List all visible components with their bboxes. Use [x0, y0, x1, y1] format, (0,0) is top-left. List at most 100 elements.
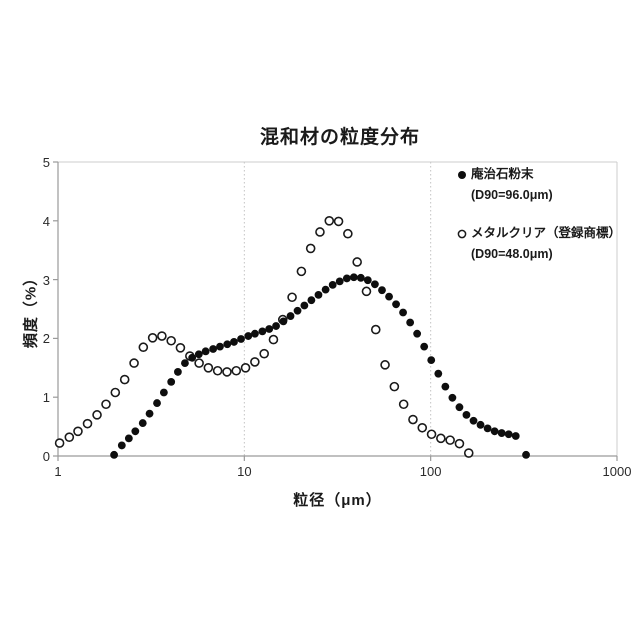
- data-point-filled: [110, 450, 118, 459]
- data-point-filled: [522, 450, 530, 459]
- data-point-filled: [117, 441, 126, 450]
- data-point-filled: [181, 359, 189, 367]
- data-point-filled: [194, 350, 203, 359]
- data-point-open: [119, 374, 130, 385]
- y-tick-label: 0: [42, 449, 50, 464]
- data-point-filled: [462, 410, 471, 419]
- data-point-open: [408, 414, 418, 425]
- data-point-open: [389, 381, 400, 392]
- data-point-open: [454, 438, 465, 449]
- data-point-filled: [490, 427, 499, 436]
- data-point-open: [268, 334, 279, 345]
- legend-entry-anjiishi: 庵治石粉末 (D90=96.0μm): [455, 164, 553, 206]
- legend-series-d90: (D90=96.0μm): [471, 188, 553, 202]
- data-point-open: [343, 228, 353, 239]
- open-circle-icon: [457, 229, 467, 239]
- data-point-open: [240, 362, 251, 373]
- data-point-filled: [188, 353, 197, 362]
- data-point-open: [54, 438, 65, 448]
- x-axis-label: 粒径（μm）: [293, 492, 382, 509]
- data-point-filled: [497, 429, 506, 437]
- data-point-filled: [307, 296, 316, 305]
- data-point-filled: [159, 388, 168, 397]
- data-point-open: [324, 216, 335, 226]
- data-point-open: [157, 331, 167, 341]
- data-point-filled: [293, 306, 302, 315]
- data-point-filled: [258, 327, 267, 336]
- chart-title: 混和材の粒度分布: [259, 127, 420, 148]
- data-point-open: [380, 360, 390, 370]
- data-point-open: [110, 387, 121, 398]
- y-tick-label: 2: [42, 331, 50, 347]
- data-point-open: [370, 324, 381, 335]
- data-point-open: [147, 333, 158, 343]
- data-point-open: [315, 227, 325, 237]
- data-point-filled: [265, 325, 274, 333]
- data-point-open: [398, 399, 409, 410]
- data-point-filled: [335, 277, 344, 286]
- data-point-filled: [434, 369, 443, 378]
- data-point-open: [296, 266, 307, 277]
- y-tick-label: 5: [42, 155, 50, 170]
- data-point-filled: [448, 393, 457, 402]
- data-point-open: [129, 358, 139, 368]
- data-point-filled: [138, 419, 147, 427]
- data-point-open: [64, 432, 75, 442]
- data-point-filled: [378, 286, 386, 295]
- data-point-filled: [469, 416, 478, 425]
- data-point-filled: [230, 338, 238, 346]
- data-point-filled: [223, 340, 232, 349]
- data-point-filled: [201, 347, 210, 356]
- data-point-open: [259, 348, 269, 359]
- data-point-open: [194, 358, 204, 368]
- data-point-open: [361, 286, 372, 297]
- data-point-filled: [167, 378, 176, 386]
- data-point-filled: [356, 273, 365, 282]
- data-point-open: [203, 362, 214, 373]
- data-point-open: [305, 243, 316, 254]
- data-point-filled: [300, 301, 309, 310]
- x-tick-label: 100: [419, 464, 442, 479]
- data-point-open: [436, 433, 446, 444]
- data-point-open: [166, 335, 176, 346]
- data-point-filled: [455, 403, 464, 412]
- data-point-open: [222, 367, 232, 377]
- legend-text: メタルクリア（登録商標） (D90=48.0μm): [471, 223, 621, 265]
- x-tick-label: 10: [237, 464, 252, 479]
- data-point-filled: [349, 273, 358, 282]
- data-point-filled: [251, 329, 259, 338]
- legend-series-name: メタルクリア（登録商標）: [471, 226, 622, 240]
- x-tick-label: 1000: [602, 464, 632, 479]
- data-point-filled: [385, 292, 393, 301]
- data-point-filled: [124, 434, 133, 443]
- data-point-filled: [504, 430, 513, 439]
- data-point-filled: [153, 399, 161, 407]
- data-point-filled: [363, 276, 372, 285]
- data-point-filled: [209, 345, 218, 353]
- data-point-open: [352, 257, 362, 267]
- data-point-filled: [370, 280, 379, 289]
- data-point-filled: [399, 308, 407, 317]
- data-point-filled: [272, 322, 280, 330]
- data-point-filled: [314, 290, 323, 299]
- data-point-open: [101, 399, 111, 410]
- data-point-filled: [321, 285, 330, 294]
- data-point-filled: [173, 368, 182, 376]
- y-tick-label: 1: [42, 390, 50, 406]
- data-point-filled: [483, 424, 492, 433]
- filled-circle-icon: [458, 171, 466, 179]
- data-point-filled: [131, 427, 140, 436]
- data-point-filled: [476, 420, 485, 429]
- data-point-filled: [328, 280, 337, 289]
- data-point-open: [231, 365, 242, 376]
- data-point-filled: [216, 342, 224, 351]
- data-point-open: [417, 422, 428, 433]
- data-point-filled: [342, 274, 351, 283]
- data-point-filled: [441, 382, 450, 391]
- data-point-filled: [420, 342, 429, 351]
- data-point-filled: [279, 317, 288, 326]
- legend-text: 庵治石粉末 (D90=96.0μm): [471, 164, 553, 206]
- data-point-open: [175, 343, 186, 353]
- y-tick-label: 4: [42, 213, 50, 229]
